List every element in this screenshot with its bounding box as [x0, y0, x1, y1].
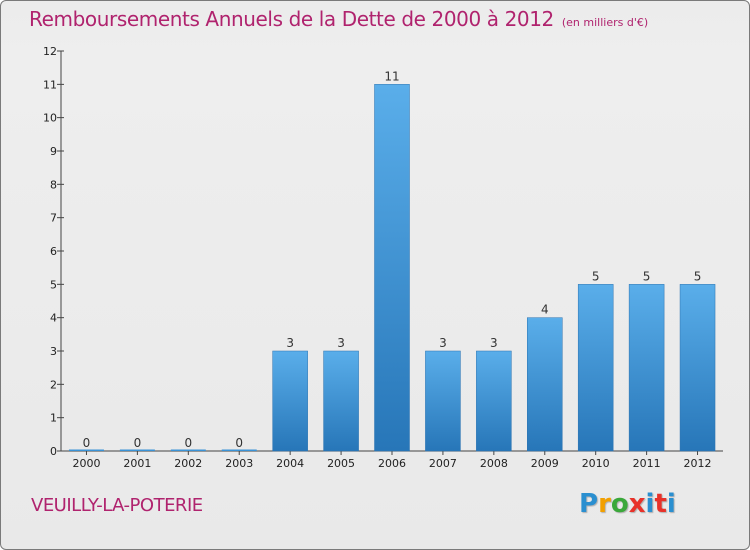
bar: [272, 350, 308, 452]
x-tick-label: 2006: [378, 457, 406, 470]
bars: [68, 84, 716, 452]
x-tick-label: 2000: [72, 457, 100, 470]
data-label: 5: [643, 269, 651, 283]
chart-title: Remboursements Annuels de la Dette de 20…: [29, 7, 648, 31]
x-tick-label: 2004: [276, 457, 304, 470]
x-tick-label: 2011: [633, 457, 661, 470]
x-tick-label: 2001: [123, 457, 151, 470]
logo-letter: o: [610, 489, 629, 519]
x-tick-label: 2005: [327, 457, 355, 470]
bar: [679, 284, 716, 452]
logo-letter: i: [666, 489, 676, 519]
data-label: 0: [83, 436, 91, 450]
y-tick-label: 11: [43, 78, 57, 91]
data-label: 0: [184, 436, 192, 450]
y-tick-label: 10: [43, 112, 57, 125]
data-label: 3: [286, 336, 294, 350]
y-tick-label: 7: [50, 212, 57, 225]
x-tick-label: 2010: [582, 457, 610, 470]
y-tick-label: 5: [50, 278, 57, 291]
y-tick-label: 6: [50, 245, 57, 258]
y-tick-label: 4: [50, 312, 57, 325]
bar: [119, 449, 155, 451]
logo-letter: t: [654, 489, 667, 519]
logo-letter: r: [598, 489, 611, 519]
bar: [221, 449, 257, 451]
commune-name: VEUILLY-LA-POTERIE: [31, 495, 203, 516]
data-label: 0: [134, 436, 142, 450]
bar: [577, 284, 614, 452]
data-label: 11: [384, 69, 399, 83]
bar: [527, 317, 563, 452]
y-tick-label: 2: [50, 378, 57, 391]
data-label: 5: [694, 269, 702, 283]
y-tick-label: 1: [50, 412, 57, 425]
title-text: Remboursements Annuels de la Dette de 20…: [29, 7, 554, 31]
data-label: 5: [592, 269, 600, 283]
data-labels: 0 0 0 0 3 3 11 3 3 4 5 5 5: [83, 69, 702, 450]
x-tick-label: 2008: [480, 457, 508, 470]
bar: [323, 350, 359, 452]
logo-letter: P: [579, 489, 599, 519]
x-tick-label: 2003: [225, 457, 253, 470]
proxiti-logo: Proxiti: [579, 489, 676, 519]
x-tick-label: 2009: [531, 457, 559, 470]
y-tick-label: 12: [43, 45, 57, 58]
logo-letter: i: [645, 489, 655, 519]
bar: [628, 284, 665, 452]
x-tick-label: 2012: [684, 457, 712, 470]
y-tick-label: 3: [50, 345, 57, 358]
y-tick-label: 8: [50, 178, 57, 191]
data-label: 4: [541, 303, 549, 317]
bar: [374, 84, 410, 452]
data-label: 0: [235, 436, 243, 450]
data-label: 3: [439, 336, 447, 350]
data-label: 3: [490, 336, 498, 350]
data-label: 3: [337, 336, 345, 350]
bar: [170, 449, 206, 451]
logo-letter: x: [628, 489, 646, 519]
bar: [68, 449, 104, 451]
y-tick-label: 0: [50, 445, 57, 458]
bar: [425, 350, 461, 452]
bar: [476, 350, 512, 452]
unit-note: (en milliers d'€): [561, 16, 649, 29]
x-tick-label: 2002: [174, 457, 202, 470]
x-tick-label: 2007: [429, 457, 457, 470]
y-tick-label: 9: [50, 145, 57, 158]
